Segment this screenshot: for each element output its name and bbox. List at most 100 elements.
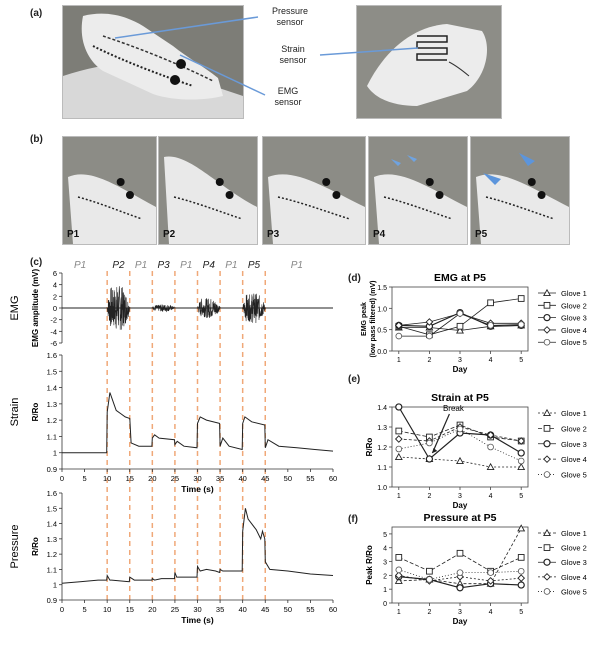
data-point — [395, 445, 403, 453]
pressure-y-tick-label: 0.9 — [47, 596, 57, 605]
pressure-y-tick-label: 1.6 — [47, 489, 57, 498]
legend-label: Glove 4 — [561, 455, 587, 464]
pressure-x-tick-label: 45 — [261, 605, 269, 614]
posture-label: P3 — [267, 229, 280, 240]
data-point — [456, 310, 464, 317]
segment-label: P1 — [291, 260, 303, 271]
data-point — [517, 457, 525, 465]
x-tick-label: 2 — [427, 493, 431, 500]
series-line — [398, 424, 522, 442]
y-tick-label: 3 — [383, 560, 387, 567]
y-tick-label: 1.0 — [377, 485, 387, 492]
data-point — [456, 456, 464, 465]
strain-x-tick-label: 40 — [238, 474, 246, 483]
segment-label: P3 — [158, 260, 171, 271]
pressure-x-tick-label: 35 — [216, 605, 224, 614]
data-point — [517, 449, 525, 457]
data-point — [543, 313, 551, 322]
strain-x-tick-label: 30 — [193, 474, 201, 483]
y-axis-label: R/Ro — [365, 438, 374, 457]
strain-y-tick-label: 1.4 — [47, 384, 57, 393]
x-tick-label: 4 — [489, 357, 493, 364]
data-point — [543, 338, 551, 346]
strain-y-tick-label: 1.5 — [47, 367, 57, 376]
posture-photo-p4: P4 — [368, 136, 468, 245]
emg-y-tick-label: -6 — [50, 339, 57, 348]
data-point — [517, 581, 525, 589]
segment-label: P1 — [74, 260, 86, 271]
data-point — [487, 322, 494, 329]
data-point — [486, 431, 495, 439]
segment-label: P4 — [203, 260, 216, 271]
strain-x-tick-label: 35 — [216, 474, 224, 483]
legend-label: Glove 3 — [561, 314, 587, 323]
strain-x-tick-label: 20 — [148, 474, 156, 483]
segment-label: P2 — [112, 260, 125, 271]
data-point — [487, 443, 494, 451]
panel-label-a: (a) — [30, 8, 43, 19]
chart-title: Strain at P5 — [431, 392, 489, 404]
strain-x-axis-label: Time (s) — [181, 484, 214, 494]
data-point — [517, 462, 526, 471]
day-chart-1: EMG at P5 0.0 0.5 1.0 1.5 1 2 3 4 5 Day EMG peak (lo… — [361, 272, 587, 374]
glove-photo-right — [356, 5, 502, 119]
data-point — [395, 403, 403, 411]
data-point — [486, 577, 495, 585]
legend-label: Glove 5 — [561, 587, 587, 596]
x-tick-label: 2 — [427, 609, 431, 616]
y-tick-label: 4 — [383, 546, 387, 553]
data-point — [425, 455, 434, 463]
annotation-arrowhead — [432, 448, 438, 453]
x-tick-label: 3 — [458, 357, 462, 364]
data-point — [543, 440, 551, 448]
y-tick-label: 1.4 — [377, 405, 387, 412]
x-tick-label: 1 — [397, 357, 401, 364]
strain-x-tick-label: 60 — [329, 474, 337, 483]
strain-y-tick-label: 1.2 — [47, 416, 57, 425]
x-tick-label: 2 — [427, 357, 431, 364]
panel-label-c: (c) — [30, 257, 43, 268]
legend-label: Glove 3 — [561, 440, 587, 449]
posture-photo-p3: P3 — [262, 136, 366, 245]
data-point — [426, 439, 433, 447]
y-tick-label: 0.5 — [377, 328, 387, 335]
data-point — [543, 528, 551, 537]
data-point — [487, 569, 494, 576]
emg-y-axis-label: EMG amplitude (mV) — [31, 269, 40, 348]
pressure-x-tick-label: 5 — [82, 605, 86, 614]
y-tick-label: 1.2 — [377, 445, 387, 452]
legend-label: Glove 2 — [561, 301, 587, 310]
x-tick-label: 1 — [397, 609, 401, 616]
data-point — [517, 567, 525, 575]
pressure-sensor-callout: Pressure sensor — [271, 6, 308, 27]
strain-x-tick-label: 55 — [306, 474, 314, 483]
posture-label: P1 — [67, 229, 80, 240]
strain-x-tick-label: 50 — [284, 474, 292, 483]
segment-label: P1 — [225, 260, 237, 271]
data-point — [543, 408, 551, 417]
data-point — [487, 299, 494, 307]
pressure-x-tick-label: 40 — [238, 605, 246, 614]
data-point — [395, 427, 403, 435]
pressure-trace — [61, 508, 334, 584]
legend-label: Glove 5 — [561, 338, 587, 347]
posture-label: P2 — [163, 229, 176, 240]
data-point — [543, 288, 551, 297]
emg-y-tick-label: 4 — [53, 281, 57, 290]
strain-side-label: Strain — [9, 398, 21, 427]
pressure-side-label: Pressure — [9, 524, 21, 568]
plot-frame — [391, 406, 529, 488]
legend-label: Glove 3 — [561, 558, 587, 567]
emg-y-tick-label: 2 — [53, 292, 57, 301]
strain-y-axis-label: R/Ro — [31, 403, 40, 422]
data-point — [395, 554, 403, 561]
y-axis-label: Peak R/Ro — [365, 545, 374, 585]
emg-y-tick-label: -2 — [50, 316, 57, 325]
data-point — [456, 425, 464, 433]
series-line — [398, 428, 522, 462]
y-tick-label: 0 — [383, 601, 387, 608]
data-point — [517, 554, 525, 561]
emg-side-label: EMG — [9, 295, 21, 320]
pressure-y-axis-label: R/Ro — [31, 537, 40, 556]
legend-label: Glove 2 — [561, 544, 587, 553]
